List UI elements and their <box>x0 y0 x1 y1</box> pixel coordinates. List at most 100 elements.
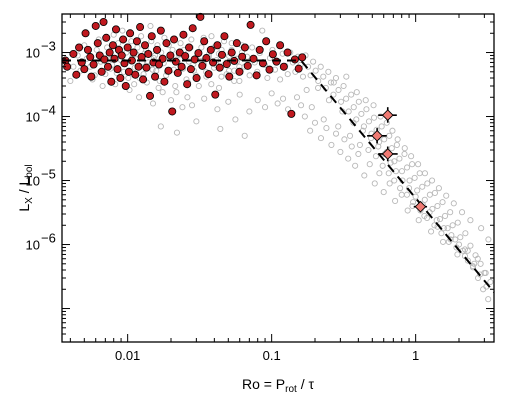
field-star-point <box>246 108 253 115</box>
binned-point <box>378 146 398 162</box>
cluster-star-point <box>69 49 78 58</box>
field-star-point <box>389 127 396 134</box>
x-tick-label: 1 <box>412 348 419 363</box>
field-star-point <box>356 141 363 148</box>
field-star-point <box>380 189 387 196</box>
field-star-point <box>208 33 215 40</box>
field-star-point <box>231 77 238 84</box>
field-star-point <box>467 217 474 224</box>
field-star-point <box>412 193 419 200</box>
cluster-star-point <box>107 77 116 86</box>
cluster-star-point <box>160 77 169 86</box>
field-star-point <box>449 222 456 229</box>
field-star-point <box>485 296 492 303</box>
y-tick-base: 10 <box>26 46 40 61</box>
y-axis-label-a-sub: X <box>24 197 35 204</box>
field-star-point <box>424 180 431 187</box>
cluster-star-point <box>144 49 153 58</box>
field-star-point <box>184 94 191 101</box>
cluster-star-point <box>156 26 165 35</box>
field-star-point <box>419 183 426 190</box>
field-star-point <box>264 74 271 82</box>
binned-point <box>413 200 428 213</box>
field-star-point <box>440 225 447 232</box>
cluster-star-point <box>246 20 255 29</box>
cluster-star-point <box>185 43 194 52</box>
field-star-point <box>393 141 400 148</box>
field-star-point <box>448 232 455 239</box>
field-star-point <box>436 216 444 223</box>
field-star-point <box>136 94 143 101</box>
field-star-point <box>474 255 481 262</box>
field-star-point <box>365 118 373 125</box>
field-star-point <box>310 58 317 65</box>
y-axis-label-b-sub: bol <box>24 164 35 177</box>
cluster-star-point <box>139 75 148 84</box>
binned-point-marker <box>381 148 394 160</box>
field-star-point <box>335 123 342 130</box>
field-star-point <box>214 106 221 113</box>
cluster-star-point <box>206 45 215 54</box>
field-star-point <box>415 161 422 168</box>
field-star-point <box>188 102 196 109</box>
field-star-point <box>371 180 378 187</box>
field-star-point <box>236 91 243 98</box>
field-star-point <box>317 135 325 142</box>
cluster-star-point <box>146 91 155 100</box>
field-star-point <box>383 119 390 126</box>
y-tick-label: 10 <box>26 174 40 189</box>
field-star-point <box>348 143 355 150</box>
y-tick-exponent: −4 <box>41 103 56 118</box>
cluster-star-point <box>265 65 274 74</box>
cluster-star-point <box>238 52 247 61</box>
field-star-point <box>188 36 195 43</box>
field-star-point <box>340 82 347 90</box>
field-star-point <box>362 97 369 104</box>
cluster-star-point <box>225 72 234 81</box>
field-star-point <box>411 174 418 181</box>
field-star-point <box>198 44 205 51</box>
cluster-star-point <box>102 33 111 42</box>
binned-point-marker <box>414 200 427 213</box>
field-star-point <box>478 225 485 232</box>
field-star-point <box>195 82 202 90</box>
field-star-point <box>428 228 435 235</box>
field-star-point <box>464 257 471 264</box>
field-star-point <box>307 127 314 134</box>
field-star-point <box>119 27 126 34</box>
field-star-point <box>330 79 337 86</box>
field-star-point <box>366 161 373 168</box>
y-axis-label-mid: / L <box>16 178 32 198</box>
field-star-point <box>125 74 132 82</box>
field-star-point <box>193 118 200 125</box>
field-star-point <box>355 150 362 158</box>
axis-ticks <box>62 13 494 343</box>
field-star-point <box>429 205 436 212</box>
field-star-point <box>308 104 315 111</box>
cluster-star-point <box>222 60 231 69</box>
field-star-point <box>335 86 342 94</box>
cluster-star-point <box>171 57 180 66</box>
field-star-point <box>328 141 335 148</box>
x-axis-label-tail: / τ <box>297 376 315 392</box>
field-star-point <box>358 110 365 117</box>
field-star-point <box>421 212 428 219</box>
cluster-star-point <box>298 53 307 62</box>
cluster-star-point <box>136 23 145 32</box>
field-star-point <box>360 123 367 130</box>
field-star-point <box>99 82 106 90</box>
cluster-star-point <box>240 43 249 52</box>
binned-point-marker <box>381 109 394 122</box>
field-star-point <box>320 116 327 123</box>
cluster-star-point <box>142 63 151 72</box>
cluster-star-point <box>179 30 188 39</box>
cluster-star-point <box>89 60 98 69</box>
cluster-star-point <box>117 51 126 60</box>
field-star-point <box>477 260 484 267</box>
field-star-point <box>201 95 208 102</box>
field-star-point <box>314 84 322 91</box>
cluster-star-point <box>93 39 102 48</box>
cluster-star-point <box>147 32 156 41</box>
field-star-point <box>225 98 232 105</box>
cluster-star-point <box>186 65 195 74</box>
